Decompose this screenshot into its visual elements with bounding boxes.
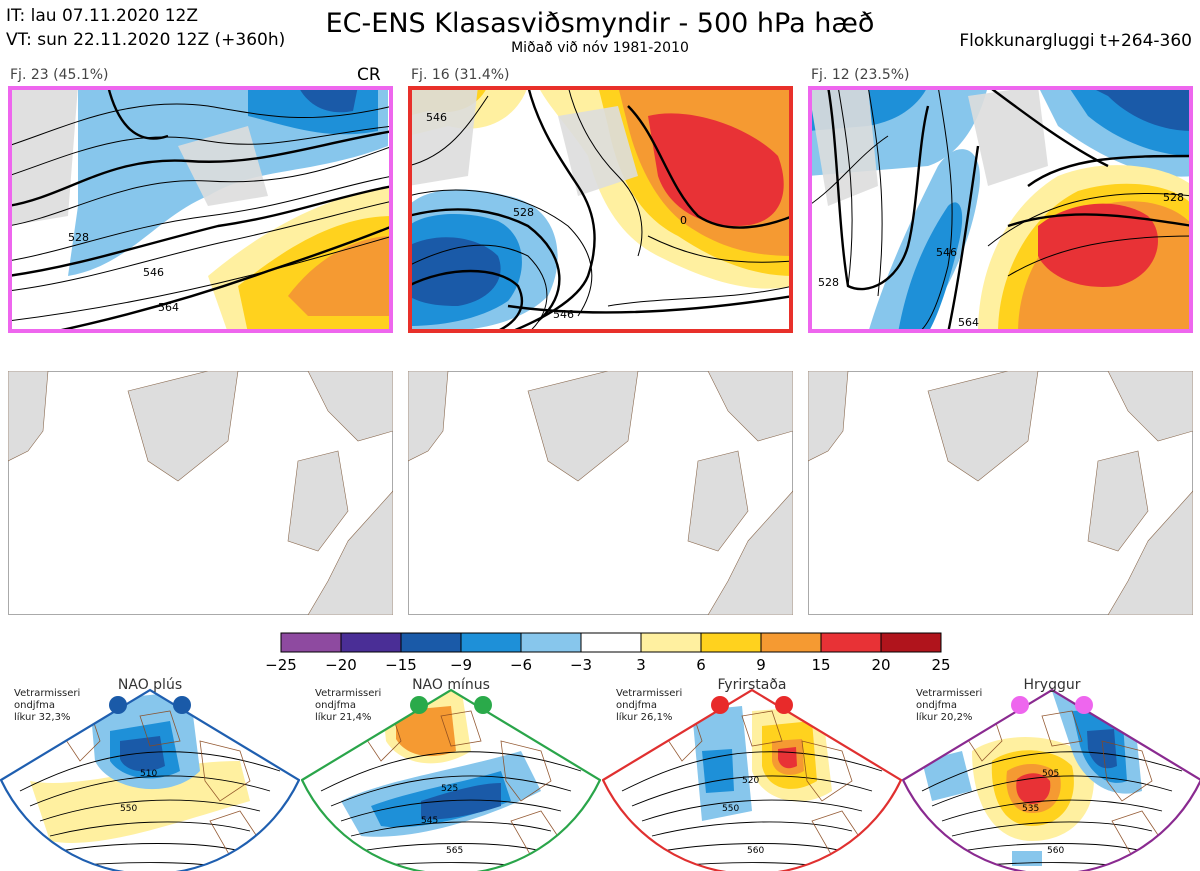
regime-map: 520 550 560	[602, 688, 902, 871]
cluster-2-label: Fj. 16 (31.4%)	[411, 67, 510, 83]
contour-label: 528	[513, 206, 534, 219]
regime-info-line: líkur 32,3%	[14, 712, 71, 723]
regime-title: NAO plús	[117, 677, 183, 693]
regime-contour-label: 520	[742, 776, 759, 786]
regime-contour-label: 505	[1042, 769, 1059, 779]
empty-map-3	[808, 371, 1193, 615]
regime-contour-label: 510	[140, 769, 157, 779]
colorbar-swatch	[400, 632, 462, 653]
contour-label: 528	[818, 276, 839, 289]
regime-title: NAO mínus	[412, 677, 490, 693]
colorbar-swatch	[760, 632, 822, 653]
regime-info-line: ondjfma	[616, 700, 657, 711]
regime-marker-dot	[410, 696, 428, 714]
cluster-1-map: 528 546 564	[8, 86, 393, 333]
regime-marker-dot	[1075, 696, 1093, 714]
colorbar-tick-label: −9	[449, 656, 473, 674]
cluster-1-label: Fj. 23 (45.1%)	[10, 67, 109, 83]
regime-map: 505 535 560	[902, 688, 1200, 871]
colorbar-tick-label: −6	[509, 656, 533, 674]
contour-label: 528	[1163, 191, 1184, 204]
contour-label: 564	[958, 316, 979, 329]
colorbar-swatch	[820, 632, 882, 653]
cluster-3-contour-labels: 528 546 564 528	[818, 191, 1184, 329]
colorbar-tick-label: 3	[636, 656, 646, 674]
regime-info-line: Vetrarmisseri	[315, 688, 382, 699]
issue-time: IT: lau 07.11.2020 12Z	[6, 6, 198, 26]
regime-marker-dot	[109, 696, 127, 714]
regime-info-line: ondjfma	[14, 700, 55, 711]
colorbar-tick-label: 15	[811, 656, 831, 674]
clustering-window: Flokkunargluggi t+264-360	[959, 31, 1192, 51]
colorbar-swatch	[580, 632, 642, 653]
regime-contour-label: 550	[722, 804, 739, 814]
cluster-3-map: 528 546 564 528	[808, 86, 1193, 333]
cluster-1-tag: CR	[357, 65, 381, 85]
cluster-3-label: Fj. 12 (23.5%)	[811, 67, 910, 83]
contour-label: 0	[680, 214, 687, 227]
regime-marker-dot	[474, 696, 492, 714]
regime-title: Fyrirstaða	[717, 677, 787, 693]
cluster-3-frame	[808, 86, 1193, 333]
page-subtitle: Miðað við nóv 1981-2010	[511, 40, 689, 56]
regime-info-line: líkur 21,4%	[315, 712, 372, 723]
colorbar	[280, 632, 942, 653]
contour-label: 546	[426, 111, 447, 124]
regime-marker-dot	[173, 696, 191, 714]
colorbar-swatch	[280, 632, 342, 653]
empty-map-1	[8, 371, 393, 615]
regime-info-line: Vetrarmisseri	[616, 688, 683, 699]
regime-info: Vetrarmisseri ondjfma líkur 21,4%	[315, 688, 381, 724]
colorbar-swatch	[520, 632, 582, 653]
empty-map-2	[408, 371, 793, 615]
contour-label: 546	[936, 246, 957, 259]
cluster-2-map: 528 546 546 0	[408, 86, 793, 333]
valid-time: VT: sun 22.11.2020 12Z (+360h)	[6, 30, 286, 50]
contour-label: 546	[553, 308, 574, 321]
colorbar-swatch	[340, 632, 402, 653]
regime-info: Vetrarmisseri ondjfma líkur 32,3%	[14, 688, 80, 724]
colorbar-tick-label: 20	[871, 656, 891, 674]
cluster-2-contour-labels: 528 546 546 0	[426, 111, 687, 321]
regime-contour-label: 560	[1047, 846, 1064, 856]
colorbar-swatch	[880, 632, 942, 653]
colorbar-swatch	[460, 632, 522, 653]
colorbar-tick-label: −3	[569, 656, 593, 674]
cluster-1-frame	[8, 86, 393, 333]
regime-info-line: ondjfma	[916, 700, 957, 711]
colorbar-tick-label: 6	[696, 656, 706, 674]
regime-contour-label: 535	[1022, 804, 1039, 814]
regime-marker-dot	[1011, 696, 1029, 714]
colorbar-tick-label: −25	[265, 656, 297, 674]
regime-marker-dot	[775, 696, 793, 714]
regime-contour-label: 545	[421, 816, 438, 826]
regime-info: Vetrarmisseri ondjfma líkur 20,2%	[916, 688, 982, 724]
regime-info-line: líkur 26,1%	[616, 712, 673, 723]
regime-contour-label: 565	[446, 846, 463, 856]
regime-info-line: ondjfma	[315, 700, 356, 711]
regime-contour-label: 525	[441, 784, 458, 794]
colorbar-tick-label: −15	[385, 656, 417, 674]
colorbar-swatch	[700, 632, 762, 653]
colorbar-tick-label: 25	[931, 656, 951, 674]
colorbar-swatch	[640, 632, 702, 653]
regime-contour-label: 560	[747, 846, 764, 856]
cluster-1-contour-labels: 528 546 564	[68, 231, 179, 314]
page-title: EC-ENS Klasasviðsmyndir - 500 hPa hæð	[325, 8, 875, 39]
regime-marker-dot	[711, 696, 729, 714]
regime-info: Vetrarmisseri ondjfma líkur 26,1%	[616, 688, 682, 724]
regime-info-line: Vetrarmisseri	[14, 688, 81, 699]
regime-map: 525 545 565	[301, 688, 601, 871]
colorbar-tick-label: −20	[325, 656, 357, 674]
contour-label: 564	[158, 301, 179, 314]
regime-title: Hryggur	[1023, 677, 1081, 693]
cluster-2-frame	[408, 86, 793, 333]
regime-map: 510 550	[0, 688, 300, 871]
contour-label: 546	[143, 266, 164, 279]
regime-info-line: líkur 20,2%	[916, 712, 973, 723]
regime-contour-label: 550	[120, 804, 137, 814]
colorbar-tick-label: 9	[756, 656, 766, 674]
regime-info-line: Vetrarmisseri	[916, 688, 983, 699]
contour-label: 528	[68, 231, 89, 244]
